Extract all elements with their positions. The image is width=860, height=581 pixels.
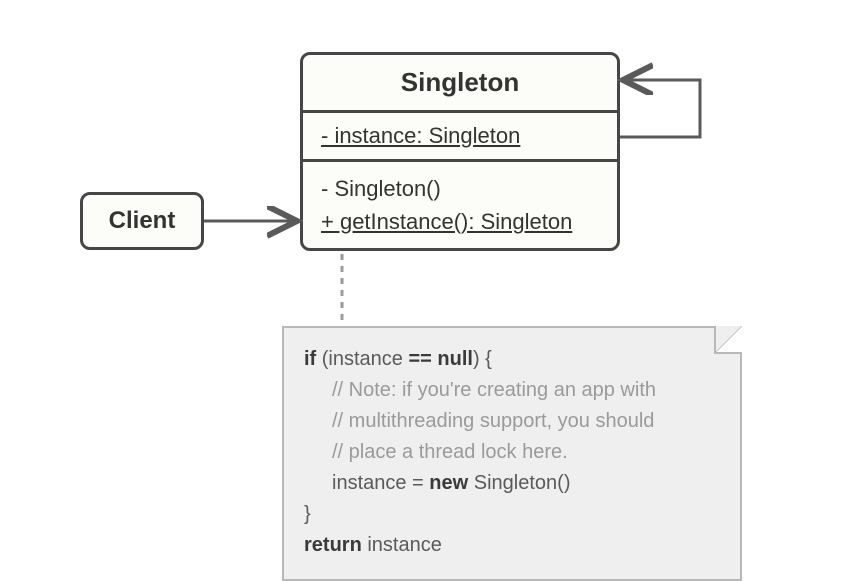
diagram-canvas: Client Singleton - instance: Singleton -… — [0, 0, 860, 580]
singleton-title: Singleton — [300, 52, 620, 113]
singleton-attributes: - instance: Singleton — [300, 110, 620, 162]
arrow-self-reference — [620, 80, 700, 137]
singleton-operations: - Singleton() + getInstance(): Singleton — [300, 159, 620, 251]
singleton-op-getinstance: + getInstance(): Singleton — [321, 205, 599, 238]
client-class-box: Client — [80, 192, 204, 250]
note-close-brace: } — [304, 499, 720, 530]
note-assign: instance = new Singleton() — [304, 468, 720, 499]
singleton-attr-instance: - instance: Singleton — [321, 123, 520, 148]
client-label: Client — [109, 207, 176, 235]
note-return: return instance — [304, 530, 720, 561]
note-fold-corner — [714, 326, 742, 354]
pseudocode-note: if (instance == null) { // Note: if you'… — [282, 326, 742, 581]
note-comment-1: // Note: if you're creating an app with — [304, 375, 720, 406]
note-comment-3: // place a thread lock here. — [304, 437, 720, 468]
singleton-op-constructor: - Singleton() — [321, 172, 599, 205]
singleton-class-box: Singleton - instance: Singleton - Single… — [300, 55, 620, 251]
note-comment-2: // multithreading support, you should — [304, 406, 720, 437]
note-line-if: if (instance == null) { — [304, 344, 720, 375]
